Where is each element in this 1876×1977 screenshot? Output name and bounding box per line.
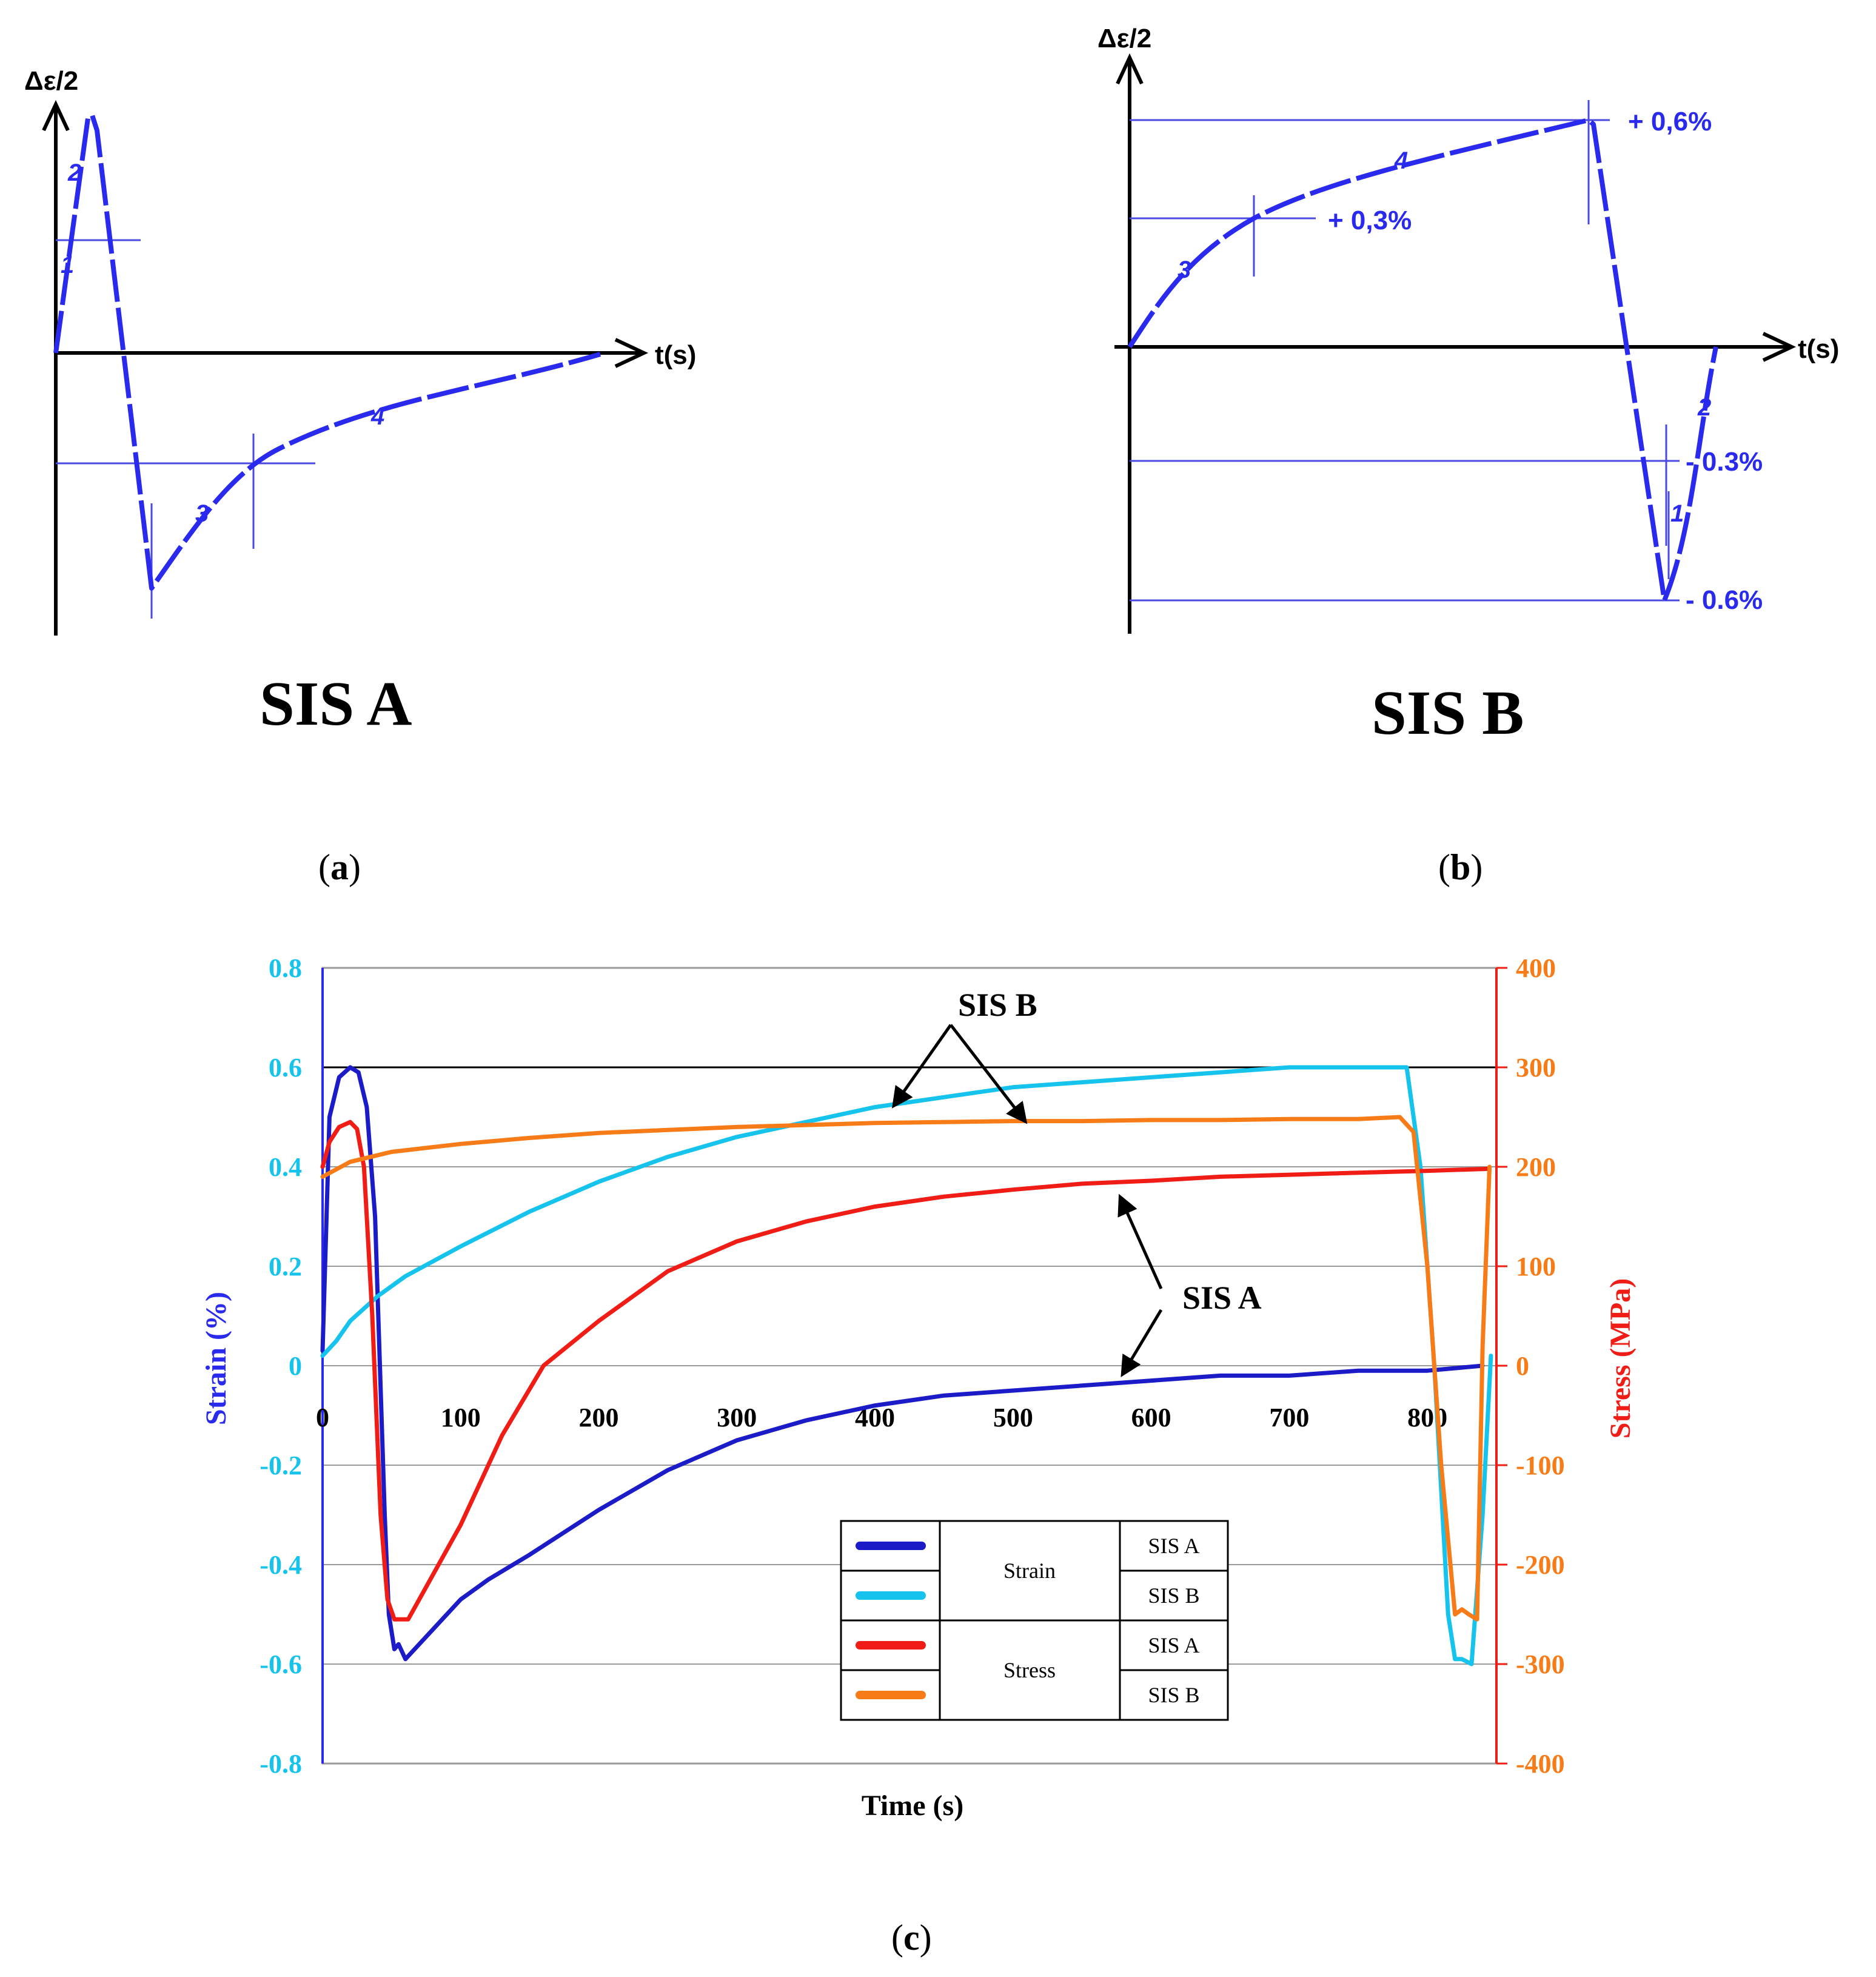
x-tick-label: 0	[316, 1403, 329, 1432]
panel-a: Δε/2 t(s) 1 2 3 4 SIS A (a)	[24, 66, 696, 887]
x-tick-label: 100	[441, 1403, 481, 1432]
panel-c-tag: (c)	[891, 1918, 932, 1958]
y-right-title: Stress (MPa)	[1604, 1278, 1636, 1438]
y-right-tick-label: -200	[1516, 1550, 1565, 1580]
panel-b-level-p06: + 0,6%	[1628, 107, 1712, 136]
x-tick-label: 700	[1269, 1403, 1309, 1432]
panel-a-caption: SIS A	[260, 669, 412, 739]
y-left-tick-label: 0.2	[269, 1252, 302, 1281]
arrow-sis-a-2	[1121, 1309, 1163, 1378]
annotation-sis-b: SIS B	[958, 987, 1037, 1023]
panel-b-x-label: t(s)	[1798, 334, 1839, 364]
y-right-tick-label: -100	[1516, 1451, 1565, 1480]
y-left-tick-label: -0.6	[260, 1650, 302, 1679]
y-left-title: Strain (%)	[200, 1292, 232, 1425]
series-strain-sis-b	[320, 1065, 1493, 1667]
legend-group-strain: Strain	[1003, 1559, 1056, 1583]
legend-group-stress: Stress	[1003, 1658, 1056, 1682]
panel-a-strain-path	[53, 113, 601, 591]
legend-entry-stress-sis-b: SIS B	[1148, 1683, 1199, 1707]
panel-a-tag: (a)	[318, 847, 361, 887]
x-tick-label: 300	[717, 1403, 757, 1432]
x-tick-label: 600	[1131, 1403, 1171, 1432]
y-left-tick-label: -0.8	[260, 1749, 302, 1779]
panel-b-x-arrow	[1762, 332, 1797, 362]
panel-b-segment-3: 3	[1178, 257, 1191, 283]
panel-b: Δε/2 t(s) + 0,6% + 0,3% - 0.3% - 0.6% 1 …	[1097, 24, 1839, 887]
y-left-tick-label: -0.4	[260, 1550, 302, 1580]
tick-labels: 0.8 0.6 0.4 0.2 0 -0.2 -0.4 -0.6 -0.8 400 300 200 10…	[260, 953, 1564, 1779]
panel-c-chart: 0.8 0.6 0.4 0.2 0 -0.2 -0.4 -0.6 -0.8 400 300 200 10…	[200, 953, 1636, 1958]
series-strain-sis-a	[320, 1065, 1485, 1662]
panel-b-level-p03: + 0,3%	[1328, 206, 1412, 235]
panel-a-x-label: t(s)	[655, 340, 696, 370]
panel-a-segment-1: 1	[61, 252, 74, 278]
y-left-tick-label: -0.2	[260, 1451, 302, 1480]
panel-b-y-label: Δε/2	[1097, 24, 1151, 53]
panel-b-segment-4: 4	[1394, 147, 1408, 174]
panel-a-segment-3: 3	[195, 500, 209, 527]
y-right-tick-label: 400	[1516, 953, 1556, 983]
y-right-tick-label: 0	[1516, 1351, 1529, 1381]
y-left-tick-label: 0.6	[269, 1053, 302, 1082]
x-tick-label: 800	[1407, 1403, 1447, 1432]
legend-entry-strain-sis-b: SIS B	[1148, 1583, 1199, 1608]
panel-b-level-m06: - 0.6%	[1686, 585, 1763, 615]
panel-b-level-m03: - 0.3%	[1686, 447, 1763, 477]
panel-a-segment-2: 2	[67, 159, 81, 186]
y-left-tick-label: 0.4	[269, 1152, 302, 1182]
x-title: Time (s)	[862, 1790, 963, 1822]
panel-a-segment-4: 4	[370, 403, 384, 430]
y-right-tick-label: 300	[1516, 1053, 1556, 1082]
arrow-sis-b-2	[950, 1024, 1028, 1124]
panel-b-segment-1: 1	[1670, 500, 1684, 527]
panel-b-segment-2: 2	[1697, 394, 1711, 421]
panel-b-caption: SIS B	[1372, 678, 1524, 748]
legend-entry-strain-sis-a: SIS A	[1148, 1534, 1199, 1558]
series-stress-sis-b	[320, 1115, 1492, 1622]
annotation-sis-a: SIS A	[1182, 1280, 1262, 1316]
panel-a-x-arrow	[614, 338, 649, 368]
panel-a-y-label: Δε/2	[24, 66, 78, 96]
arrow-sis-b-1	[891, 1024, 953, 1109]
panel-b-y-arrow	[1116, 53, 1144, 85]
panel-b-tag: (b)	[1438, 847, 1482, 887]
y-right-tick-label: -400	[1516, 1749, 1565, 1779]
legend-entry-stress-sis-a: SIS A	[1148, 1633, 1199, 1657]
legend: Strain Stress SIS A SIS B SIS A SIS B	[840, 1520, 1229, 1721]
y-right-tick-label: 100	[1516, 1252, 1556, 1281]
x-tick-label: 500	[993, 1403, 1033, 1432]
x-tick-label: 200	[579, 1403, 619, 1432]
series-layer	[320, 1065, 1493, 1667]
y-left-tick-label: 0.8	[269, 953, 302, 983]
panel-b-strain-path	[1127, 118, 1718, 603]
arrow-sis-a-1	[1117, 1193, 1163, 1290]
y-right-tick-label: 200	[1516, 1152, 1556, 1182]
panel-a-y-arrow	[42, 99, 70, 132]
y-left-tick-label: 0	[289, 1351, 302, 1381]
y-right-tick-label: -300	[1516, 1650, 1565, 1679]
